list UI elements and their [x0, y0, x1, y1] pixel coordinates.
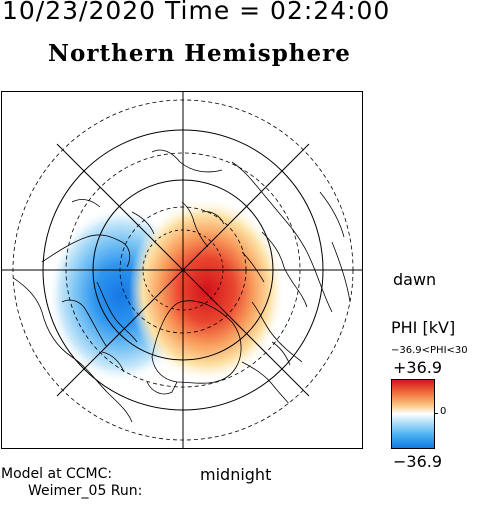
polar-map-frame — [1, 91, 363, 449]
diagonal-meridian-ne-sw — [56, 143, 310, 397]
legend-min-label: −36.9 — [393, 452, 443, 471]
legend-range-box: −36.9<PHI<30 — [391, 345, 484, 356]
run-label: Weimer_05 Run: — [28, 483, 143, 499]
positive-potential-cell — [129, 198, 285, 382]
midnight-label: midnight — [200, 465, 272, 484]
legend-color-bar — [391, 379, 435, 449]
legend-title: PHI [kV] — [391, 318, 456, 337]
potential-contours — [48, 198, 285, 383]
legend-zero-tick — [434, 413, 438, 414]
local-time-grid — [2, 92, 362, 448]
dawn-label: dawn — [393, 270, 437, 289]
polar-map — [2, 92, 362, 448]
legend-range-text: −36.9<PHI<30 — [391, 345, 468, 356]
hemisphere-title: Northern Hemisphere — [48, 40, 351, 67]
legend-max-label: +36.9 — [393, 358, 443, 377]
legend-zero-label: 0 — [440, 406, 447, 417]
plot-datetime-title: 10/23/2020 Time = 02:24:00 — [2, 0, 391, 25]
model-label: Model at CCMC: — [1, 466, 113, 482]
